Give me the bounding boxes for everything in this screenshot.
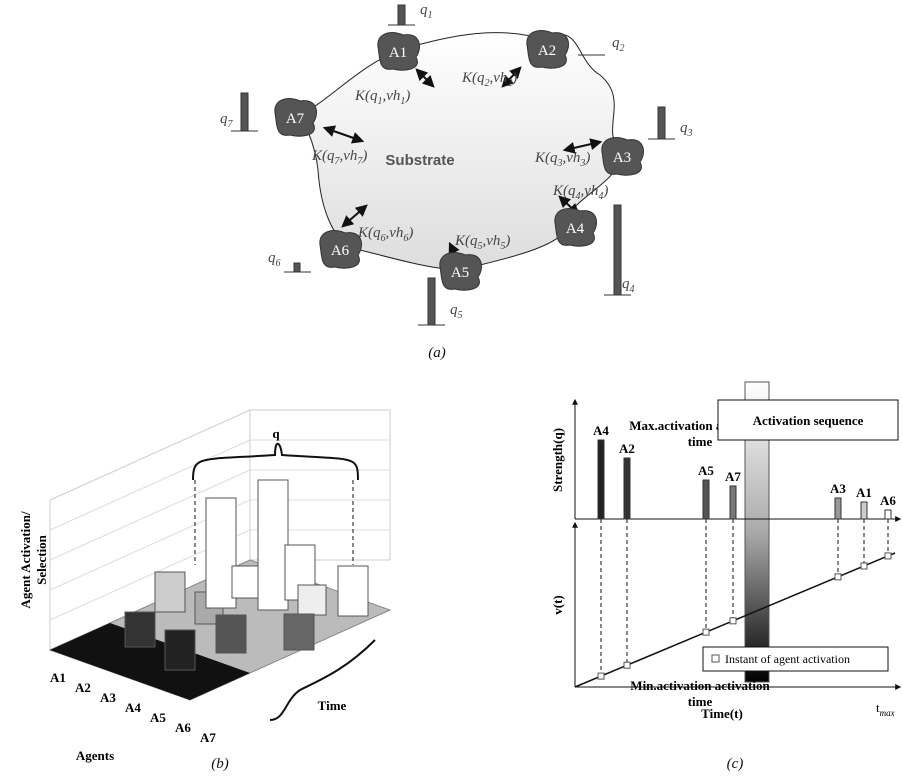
- instant-marker: [598, 673, 604, 679]
- bracket-label: q: [272, 426, 280, 441]
- instant-marker: [624, 662, 630, 668]
- text-part: K(q: [454, 233, 478, 249]
- spike-label: A4: [593, 423, 609, 438]
- panel-c: A4 A2 A5 A7 A3 A1 A6 Activation sequence Stren…: [550, 400, 900, 772]
- marker-legend: Instant of agent activation: [725, 652, 850, 666]
- figure: A1A2A3A4A5A6A7 q1q2q3q4q5q6q7K(q1,vh1)K(…: [0, 0, 903, 780]
- sub: max: [880, 708, 895, 718]
- agent-tick: A5: [150, 710, 166, 725]
- text-part: ,vh: [340, 148, 358, 164]
- q-label: q7: [220, 111, 234, 130]
- agent-tick: A3: [100, 690, 116, 705]
- instant-marker: [885, 553, 891, 559]
- text-part: ,vh: [490, 70, 508, 86]
- z-axis-title: Agent Activation/Selection: [18, 511, 49, 609]
- line: Agent Activation/: [18, 511, 33, 609]
- x-axis-title: Agents: [76, 748, 114, 763]
- q-label: q4: [622, 276, 635, 295]
- spike-label: A2: [619, 441, 635, 456]
- spike-label: A5: [698, 463, 714, 478]
- y-top-title: Strength(q): [550, 428, 565, 492]
- text-part: ,vh: [383, 88, 401, 104]
- subscript: 1: [428, 10, 433, 21]
- legend-title: Activation sequence: [753, 413, 864, 428]
- agent-label: A3: [613, 150, 631, 166]
- text-part: K(q: [534, 150, 558, 166]
- instant-marker: [835, 574, 841, 580]
- instant-marker: [703, 629, 709, 635]
- instant-marker: [730, 618, 736, 624]
- instant-marker: [861, 563, 867, 569]
- text-part: ): [361, 148, 367, 164]
- agent-tick: A7: [200, 730, 216, 745]
- spike-label: A6: [880, 493, 896, 508]
- panel-label: (b): [211, 756, 229, 772]
- spike: [835, 498, 841, 519]
- text-part: ): [602, 183, 608, 199]
- bracket: [193, 444, 358, 480]
- y-axis-title: Time: [318, 698, 347, 713]
- spike: [703, 480, 709, 519]
- subscript: 7: [228, 119, 234, 130]
- text-part: ): [404, 88, 410, 104]
- subscript: 5: [458, 310, 463, 321]
- text-part: K(q: [311, 148, 335, 164]
- q-label: q5: [450, 302, 463, 321]
- text-part: ,vh: [386, 225, 404, 241]
- q-label: q2: [612, 35, 625, 54]
- spike: [885, 510, 891, 519]
- line: time: [688, 434, 713, 449]
- text-part: ,vh: [483, 233, 501, 249]
- agent-tick: A1: [50, 670, 66, 685]
- agent-label: A1: [389, 45, 407, 61]
- text-part: ): [511, 70, 517, 86]
- spike: [598, 440, 604, 519]
- spike-label: A1: [856, 485, 872, 500]
- panel-b: q Max.activation activationtime Min.acti…: [18, 382, 772, 772]
- q-label: q1: [420, 2, 433, 21]
- subscript: 3: [687, 128, 693, 139]
- spike-label: A7: [725, 469, 741, 484]
- panel-label: (a): [428, 345, 446, 361]
- agent-label: A4: [566, 221, 585, 237]
- agent-label: A5: [451, 265, 469, 281]
- spike-label: A3: [830, 481, 846, 496]
- q-label: q6: [268, 250, 281, 269]
- line: Min.activation activation: [630, 678, 770, 693]
- text-part: K(q: [552, 183, 576, 199]
- agent-label: A7: [286, 111, 305, 127]
- y-bottom-title: v(t): [550, 595, 565, 615]
- agent-label: A2: [538, 43, 556, 59]
- text-part: ): [584, 150, 590, 166]
- text-part: ,vh: [563, 150, 581, 166]
- spike: [730, 486, 736, 519]
- agent-tick: A6: [175, 720, 191, 735]
- subscript: 4: [630, 284, 635, 295]
- text-part: ): [407, 225, 413, 241]
- text-part: ,vh: [581, 183, 599, 199]
- x-axis-title: Time(t): [701, 706, 743, 721]
- subscript: 2: [620, 43, 625, 54]
- text-part: K(q: [354, 88, 378, 104]
- text-part: K(q: [461, 70, 485, 86]
- line: Selection: [34, 534, 49, 585]
- subscript: 6: [276, 258, 281, 269]
- agent-label: A6: [331, 243, 350, 259]
- colorbar-min: Min.activation activationtime: [630, 678, 770, 709]
- x-end-label: tmax: [876, 700, 895, 718]
- text-part: K(q: [357, 225, 381, 241]
- q-label: q3: [680, 120, 693, 139]
- agent-tick: A4: [125, 700, 141, 715]
- substrate-label: Substrate: [385, 152, 454, 169]
- spike: [861, 502, 867, 519]
- spike: [624, 458, 630, 519]
- panel-label: (c): [727, 756, 744, 772]
- text-part: ): [504, 233, 510, 249]
- agent-tick: A2: [75, 680, 91, 695]
